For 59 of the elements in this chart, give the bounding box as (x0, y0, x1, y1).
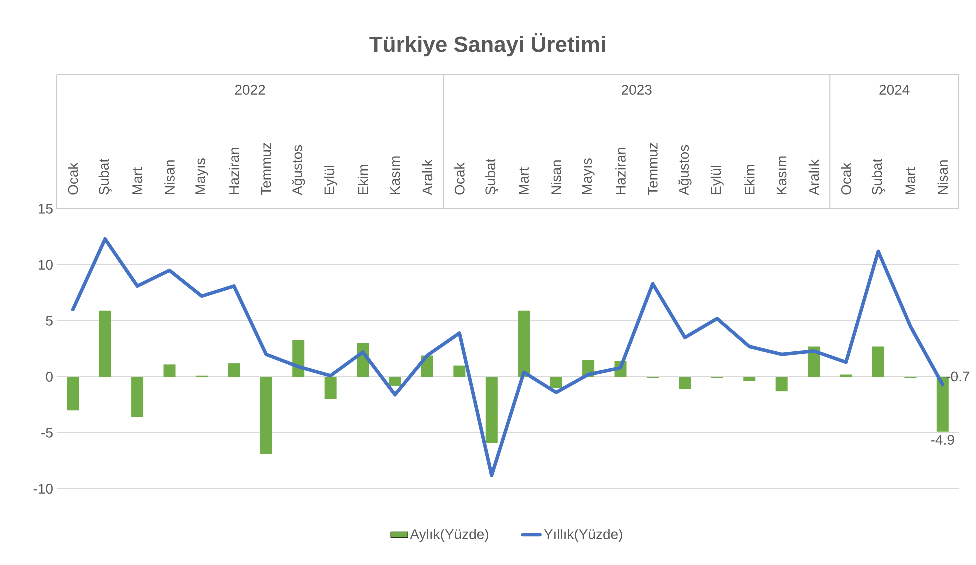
x-tick-label: Temmuz (262, 143, 272, 196)
x-tick-label: Mart (906, 168, 916, 194)
x-tick-label: Ocak (68, 162, 78, 195)
bar (679, 377, 692, 390)
x-tick-label: Şubat (485, 158, 498, 195)
data-label: -4.9 (931, 435, 954, 445)
x-tick-label: Şubat (98, 158, 112, 195)
y-tick-label: 10 (38, 260, 53, 270)
x-tick-label: Ağustos (292, 145, 306, 196)
legend-label: Aylık(Yüzde) (410, 529, 488, 542)
x-tick-label: Ocak (454, 162, 465, 195)
x-tick-label: Nisan (938, 160, 948, 194)
y-tick-label: 0 (46, 372, 53, 382)
x-tick-label: Kasım (776, 156, 787, 194)
x-tick-label: Aralık (808, 160, 820, 196)
x-tick-label: Ağustos (678, 145, 692, 196)
chart-title: Türkiye Sanayi Üretimi (370, 33, 606, 57)
x-tick-label: Şubat (872, 158, 886, 195)
x-tick-label: Mayıs (196, 158, 208, 194)
bar (260, 377, 272, 454)
x-tick-label: Eylül (710, 166, 724, 194)
bar (776, 377, 788, 392)
data-label: -0.7 (946, 372, 970, 382)
bar (872, 346, 884, 377)
bar (454, 366, 466, 377)
x-tick-label: Aralık (422, 160, 433, 196)
x-tick-label: Kasım (390, 156, 400, 194)
y-tick-label: 5 (46, 316, 53, 326)
x-tick-label: Nisan (164, 160, 175, 194)
bar (389, 377, 402, 386)
y-tick-label: -10 (34, 484, 53, 494)
x-tick-label: Temmuz (648, 143, 658, 196)
x-tick-label: Haziran (229, 148, 240, 194)
bar (518, 310, 530, 377)
bar (228, 364, 240, 377)
x-tick-label: Mart (519, 168, 530, 194)
text: 2022 (235, 85, 266, 95)
bar (486, 377, 498, 444)
bar (67, 377, 80, 411)
x-tick-label: Ekim (358, 165, 368, 194)
x-tick-label: Nisan (551, 160, 562, 194)
x-tick-label: Haziran (616, 148, 626, 194)
bar (550, 377, 562, 388)
y-tick-label: -5 (42, 428, 53, 438)
legend-label: Yıllık(Yüzde) (544, 529, 622, 542)
bar (132, 377, 144, 418)
x-tick-label: Mart (132, 168, 142, 194)
bar (164, 364, 176, 377)
x-tick-label: Mayıs (582, 158, 595, 194)
text: 2024 (880, 85, 910, 95)
bar (292, 340, 305, 377)
x-tick-label: Eylül (324, 166, 338, 194)
y-tick-label: 15 (38, 204, 53, 214)
x-tick-label: Ekim (744, 165, 755, 194)
bar (324, 377, 337, 400)
text: 2023 (622, 85, 652, 95)
bar (744, 377, 756, 382)
x-tick-label: Ocak (841, 162, 852, 195)
bar (99, 310, 112, 377)
